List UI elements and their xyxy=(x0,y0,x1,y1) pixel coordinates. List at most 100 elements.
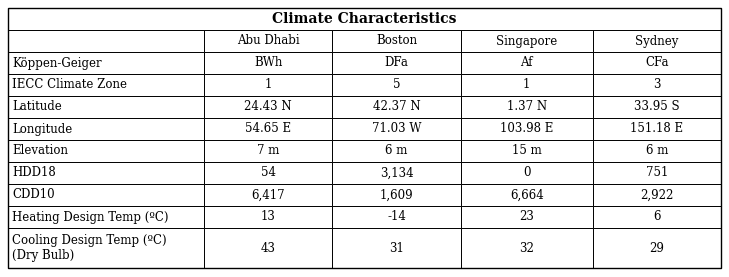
Bar xyxy=(593,52,721,74)
Text: 31: 31 xyxy=(389,242,404,255)
Text: Heating Design Temp (ºC): Heating Design Temp (ºC) xyxy=(12,211,168,224)
Bar xyxy=(461,206,593,228)
Text: 54.65 E: 54.65 E xyxy=(245,122,292,135)
Text: Latitude: Latitude xyxy=(12,101,62,114)
Bar xyxy=(8,228,204,268)
Text: 42.37 N: 42.37 N xyxy=(373,101,421,114)
Bar xyxy=(461,74,593,96)
Bar xyxy=(8,8,721,30)
Bar xyxy=(204,228,332,268)
Text: 1,609: 1,609 xyxy=(380,189,413,201)
Bar xyxy=(461,162,593,184)
Text: 15 m: 15 m xyxy=(512,145,542,158)
Bar xyxy=(204,162,332,184)
Text: 54: 54 xyxy=(261,166,276,179)
Bar xyxy=(204,184,332,206)
Bar xyxy=(593,162,721,184)
Bar xyxy=(593,74,721,96)
Bar xyxy=(204,74,332,96)
Bar xyxy=(8,140,204,162)
Bar xyxy=(461,52,593,74)
Text: -14: -14 xyxy=(387,211,406,224)
Text: IECC Climate Zone: IECC Climate Zone xyxy=(12,78,127,91)
Bar xyxy=(332,96,461,118)
Text: Cooling Design Temp (ºC)
(Dry Bulb): Cooling Design Temp (ºC) (Dry Bulb) xyxy=(12,234,167,262)
Text: Köppen-Geiger: Köppen-Geiger xyxy=(12,57,101,70)
Text: 1.37 N: 1.37 N xyxy=(507,101,547,114)
Text: 29: 29 xyxy=(650,242,664,255)
Bar xyxy=(8,96,204,118)
Text: CFa: CFa xyxy=(645,57,668,70)
Text: 33.95 S: 33.95 S xyxy=(634,101,679,114)
Bar xyxy=(332,52,461,74)
Text: DFa: DFa xyxy=(385,57,408,70)
Text: 6 m: 6 m xyxy=(386,145,408,158)
Text: 1: 1 xyxy=(523,78,531,91)
Text: 2,922: 2,922 xyxy=(640,189,674,201)
Bar xyxy=(204,96,332,118)
Text: 103.98 E: 103.98 E xyxy=(500,122,553,135)
Bar xyxy=(204,118,332,140)
Text: Abu Dhabi: Abu Dhabi xyxy=(237,35,300,47)
Bar xyxy=(8,118,204,140)
Text: Longitude: Longitude xyxy=(12,122,72,135)
Text: 24.43 N: 24.43 N xyxy=(244,101,292,114)
Text: 151.18 E: 151.18 E xyxy=(631,122,683,135)
Text: Boston: Boston xyxy=(376,35,417,47)
Text: 0: 0 xyxy=(523,166,531,179)
Text: 3,134: 3,134 xyxy=(380,166,413,179)
Bar xyxy=(8,30,204,52)
Text: 3: 3 xyxy=(653,78,660,91)
Text: 6 m: 6 m xyxy=(646,145,668,158)
Text: Climate Characteristics: Climate Characteristics xyxy=(272,12,457,26)
Bar xyxy=(332,140,461,162)
Bar xyxy=(593,30,721,52)
Text: Elevation: Elevation xyxy=(12,145,68,158)
Bar xyxy=(332,74,461,96)
Bar xyxy=(204,140,332,162)
Bar xyxy=(461,118,593,140)
Text: Af: Af xyxy=(521,57,533,70)
Bar xyxy=(461,184,593,206)
Bar xyxy=(332,30,461,52)
Text: Singapore: Singapore xyxy=(496,35,558,47)
Bar xyxy=(332,162,461,184)
Bar xyxy=(461,140,593,162)
Text: HDD18: HDD18 xyxy=(12,166,55,179)
Text: 23: 23 xyxy=(519,211,534,224)
Text: 32: 32 xyxy=(519,242,534,255)
Bar xyxy=(593,118,721,140)
Bar xyxy=(593,228,721,268)
Bar xyxy=(332,206,461,228)
Bar xyxy=(461,96,593,118)
Text: 6,417: 6,417 xyxy=(252,189,285,201)
Bar xyxy=(593,140,721,162)
Bar xyxy=(461,30,593,52)
Bar xyxy=(8,52,204,74)
Bar xyxy=(204,30,332,52)
Bar xyxy=(204,52,332,74)
Bar xyxy=(461,228,593,268)
Bar xyxy=(8,184,204,206)
Text: 5: 5 xyxy=(393,78,400,91)
Bar xyxy=(332,184,461,206)
Text: Sydney: Sydney xyxy=(635,35,679,47)
Bar xyxy=(8,206,204,228)
Bar xyxy=(204,206,332,228)
Text: BWh: BWh xyxy=(254,57,282,70)
Bar xyxy=(593,96,721,118)
Bar xyxy=(593,184,721,206)
Text: CDD10: CDD10 xyxy=(12,189,55,201)
Text: 6,664: 6,664 xyxy=(510,189,544,201)
Text: 13: 13 xyxy=(261,211,276,224)
Bar xyxy=(332,118,461,140)
Bar xyxy=(8,74,204,96)
Text: 71.03 W: 71.03 W xyxy=(372,122,421,135)
Text: 7 m: 7 m xyxy=(257,145,279,158)
Bar xyxy=(8,162,204,184)
Text: 1: 1 xyxy=(265,78,272,91)
Bar xyxy=(593,206,721,228)
Text: 6: 6 xyxy=(653,211,660,224)
Text: 751: 751 xyxy=(646,166,668,179)
Text: 43: 43 xyxy=(261,242,276,255)
